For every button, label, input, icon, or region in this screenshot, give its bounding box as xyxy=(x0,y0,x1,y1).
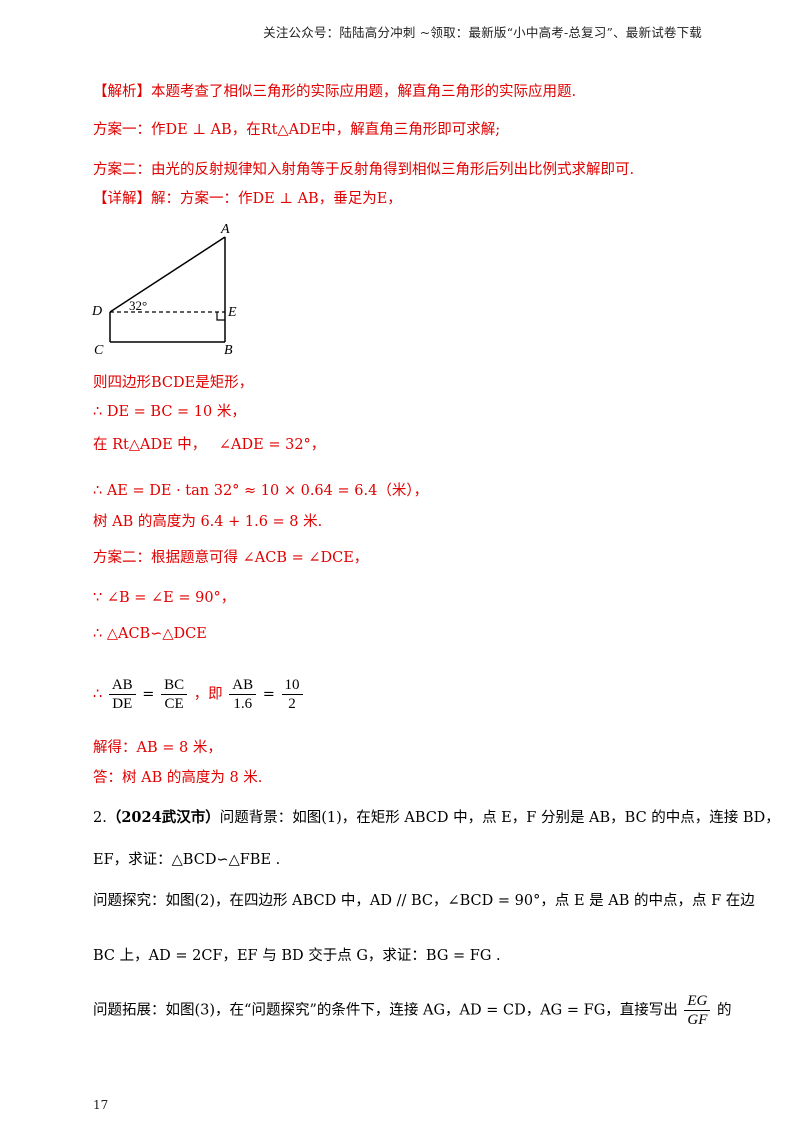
problem-explore-line2: BC 上，AD = 2CF，EF 与 BD 交于点 G，求证：BG = FG . xyxy=(93,948,501,964)
detail-intro-line: 【详解】解：方案一：作DE ⊥ AB，垂足为E， xyxy=(93,187,402,208)
problem-explore-line: 问题探究：如图(2)，在四边形 ABCD 中，AD // BC，∠BCD = 9… xyxy=(93,893,755,909)
right-angle-mark xyxy=(216,312,225,321)
proportion-line: ∴ AB DE = BC CE ，即 AB 1.6 = 10 2 xyxy=(93,676,305,713)
plan-one-line: 方案一：作DE ⊥ AB，在Rt△ADE中，解直角三角形即可求解; xyxy=(93,122,501,138)
solution-line: 解得：AB = 8 米， xyxy=(93,740,222,756)
plan-two-line: 方案二：由光的反射规律知入射角等于反射角得到相似三角形后列出比例式求解即可. xyxy=(93,162,635,178)
geometry-figure: A B C D E 32° xyxy=(91,222,237,355)
problem-extend-text: 问题拓展：如图(3)，在“问题探究”的条件下，连接 AG，AD = CD，AG … xyxy=(93,1002,678,1019)
label-d: D xyxy=(91,304,102,319)
frac-num: AB xyxy=(229,676,257,695)
analysis-line: 【解析】本题考查了相似三角形的实际应用题，解直角三角形的实际应用题. xyxy=(93,80,576,101)
step-ae: ∴ AE = DE · tan 32° ≈ 10 × 0.64 = 6.4（米）… xyxy=(93,483,429,499)
step-angle-line: 在 Rt△ADE 中， ∠ADE = 32°， xyxy=(93,433,325,454)
detail-tag: 【详解】 xyxy=(93,191,151,207)
plan-two-step-a: 方案二：根据题意可得 ∠ACB = ∠DCE， xyxy=(93,550,369,566)
frac-den: 2 xyxy=(288,696,296,712)
page-number: 17 xyxy=(93,1098,109,1112)
detail-intro: 解：方案一：作DE ⊥ AB，垂足为E， xyxy=(151,191,402,207)
label-e: E xyxy=(227,305,237,320)
plan-two-step-b: ∵ ∠B = ∠E = 90°， xyxy=(93,590,236,606)
frac-num: AB xyxy=(108,676,136,695)
label-b: B xyxy=(224,343,233,355)
label-c: C xyxy=(94,343,104,355)
problem-two-line1: 2.（2024武汉市）问题背景：如图(1)，在矩形 ABCD 中，点 E，F 分… xyxy=(93,806,780,827)
rect-line: 则四边形BCDE是矩形， xyxy=(93,375,254,391)
frac-num: 10 xyxy=(281,676,303,695)
namely-text: ，即 xyxy=(193,686,223,703)
problem-two-line2: EF，求证：△BCD∽△FBE . xyxy=(93,852,281,868)
frac-num: BC xyxy=(161,676,188,695)
problem-extend-line: 问题拓展：如图(3)，在“问题探究”的条件下，连接 AG，AD = CD，AG … xyxy=(93,992,732,1029)
fraction-eg-gf: EG GF xyxy=(684,992,711,1029)
therefore-symbol: ∴ xyxy=(93,686,103,703)
step-height: 树 AB 的高度为 6.4 + 1.6 = 8 米. xyxy=(93,514,323,530)
problem-extend-end: 的 xyxy=(717,1002,732,1019)
frac-den: DE xyxy=(112,696,133,712)
frac-den: GF xyxy=(687,1012,708,1028)
step-in-triangle: 在 Rt△ADE 中， xyxy=(93,437,207,453)
answer-line: 答：树 AB 的高度为 8 米. xyxy=(93,770,263,786)
fraction-ab-de: AB DE xyxy=(108,676,136,713)
frac-den: 1.6 xyxy=(233,696,253,712)
fraction-ab-16: AB 1.6 xyxy=(229,676,257,713)
angle-label: 32° xyxy=(129,298,147,313)
label-a: A xyxy=(220,222,230,237)
segment-da xyxy=(109,236,226,313)
fraction-bc-ce: BC CE xyxy=(161,676,188,713)
page-header: 关注公众号：陆陆高分冲刺 ~领取：最新版“小中高考-总复习”、最新试卷下载 xyxy=(263,25,702,40)
plan-two-step-c: ∴ △ACB∽△DCE xyxy=(93,626,207,642)
problem-number: 2. xyxy=(93,810,107,826)
step-angle-value: ∠ADE = 32°， xyxy=(218,437,326,453)
analysis-text: 本题考查了相似三角形的实际应用题，解直角三角形的实际应用题. xyxy=(151,84,577,100)
step-de-bc: ∴ DE = BC = 10 米， xyxy=(93,404,246,420)
problem-source: （2024武汉市） xyxy=(106,809,220,826)
analysis-tag: 【解析】 xyxy=(93,84,151,100)
frac-num: EG xyxy=(684,992,711,1011)
frac-den: CE xyxy=(164,696,184,712)
fraction-10-2: 10 2 xyxy=(281,676,303,713)
problem-background: 问题背景：如图(1)，在矩形 ABCD 中，点 E，F 分别是 AB，BC 的中… xyxy=(219,810,780,826)
